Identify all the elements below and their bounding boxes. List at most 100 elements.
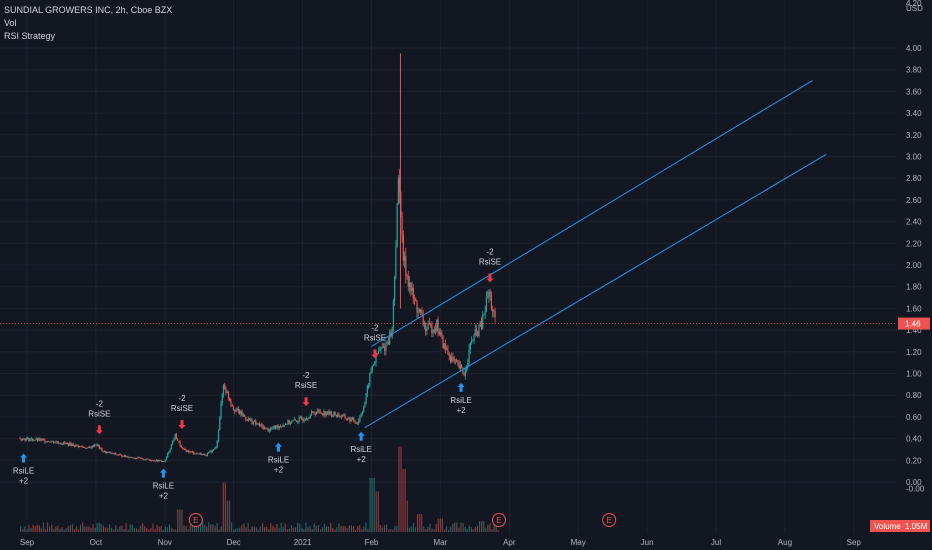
candle-body	[97, 444, 99, 447]
candle-body	[164, 459, 166, 462]
volume-bar	[481, 521, 483, 532]
volume-bar	[129, 524, 131, 532]
candle-body	[425, 323, 427, 331]
candle-body	[286, 423, 288, 425]
y-tick-label: 2.60	[906, 196, 922, 205]
parallel-channel[interactable]	[364, 80, 827, 429]
symbol-title[interactable]: SUNDIAL GROWERS INC, 2h, Cboe BZX	[4, 5, 173, 15]
candle-body	[115, 453, 117, 455]
volume-bar	[160, 526, 162, 532]
candle-body	[421, 312, 423, 315]
volume-bar	[264, 526, 266, 532]
candle-body	[127, 456, 129, 458]
volume-bar	[433, 529, 435, 532]
volume-bar	[425, 529, 427, 532]
y-tick-label: 0.00	[906, 478, 922, 487]
candle-body	[50, 441, 52, 443]
volume-bar	[416, 514, 419, 532]
candle-body	[410, 282, 412, 291]
rsi-strategy-label[interactable]: RSI Strategy	[4, 31, 56, 41]
candle-body	[346, 418, 349, 420]
volume-bar	[42, 522, 45, 532]
volume-bar	[398, 446, 400, 532]
candle-body	[283, 425, 285, 426]
candle-body	[101, 448, 103, 452]
down-arrow-icon	[95, 425, 103, 435]
price-axis[interactable]	[896, 0, 932, 534]
candle-body	[386, 342, 388, 344]
volume-bar	[328, 526, 330, 532]
volume-bar	[274, 527, 276, 532]
candle-body	[36, 438, 39, 441]
volume-bar	[348, 525, 350, 532]
y-tick-label: 0.60	[906, 413, 922, 422]
candle-body	[31, 438, 34, 441]
volume-bar	[489, 523, 491, 532]
candle-body	[364, 402, 366, 408]
volume-bar	[239, 527, 241, 532]
candle-body	[369, 373, 371, 386]
candle-body	[291, 420, 293, 423]
candle-body	[231, 404, 233, 407]
candle-body	[322, 413, 324, 416]
signal-qty: +2	[457, 406, 467, 415]
candle-body	[320, 412, 323, 414]
candle-body	[308, 418, 310, 419]
candle-body	[329, 411, 331, 415]
x-tick-label: Feb	[365, 538, 379, 547]
candle-body	[411, 288, 413, 291]
volume-bar	[315, 525, 317, 532]
candle-body	[265, 427, 267, 429]
volume-bar	[394, 526, 396, 532]
candle-body	[209, 451, 211, 452]
candle-body	[129, 456, 132, 458]
candle-body	[24, 438, 26, 441]
candle-body	[210, 451, 212, 453]
earnings-icon	[491, 513, 506, 527]
volume-bar	[171, 527, 173, 532]
candle-body	[76, 444, 78, 446]
down-arrow-icon	[178, 420, 186, 430]
volume-bar	[96, 523, 98, 532]
volume-bar	[332, 528, 334, 532]
candle-body	[426, 329, 428, 331]
volume-bar	[408, 527, 410, 532]
volume-indicator-label[interactable]: Vol	[4, 18, 17, 28]
candle-body	[117, 454, 119, 456]
candle-body	[485, 297, 488, 312]
candle-body	[267, 428, 269, 432]
candle-body	[394, 276, 396, 301]
candle-body	[266, 427, 268, 429]
volume-bar	[115, 525, 117, 532]
candle-body	[430, 323, 432, 325]
candle-body	[191, 451, 194, 453]
candle-body	[61, 444, 63, 445]
y-tick-label: 0.40	[906, 435, 922, 444]
candle-body	[420, 309, 422, 313]
candles	[19, 53, 496, 463]
candle-body	[242, 414, 244, 416]
volume-bar	[158, 526, 160, 532]
y-tick-label: 3.00	[906, 153, 922, 162]
candle-body	[153, 459, 155, 461]
volume-bar	[400, 446, 402, 532]
earnings-label: E	[607, 516, 612, 525]
candle-body	[236, 408, 238, 410]
volume-bar	[470, 527, 472, 532]
candle-body	[253, 420, 256, 422]
candle-body	[318, 409, 320, 411]
candle-body	[437, 319, 439, 332]
candle-body	[119, 454, 122, 456]
candle-body	[392, 300, 395, 329]
candle-body	[381, 347, 383, 349]
candle-body	[370, 369, 372, 374]
long-entry-signal: RsiLE+2	[13, 453, 34, 485]
candle-body	[163, 460, 165, 462]
time-axis[interactable]	[0, 534, 932, 550]
candle-body	[172, 441, 174, 445]
candle-body	[453, 358, 455, 361]
volume-bar	[253, 526, 255, 532]
